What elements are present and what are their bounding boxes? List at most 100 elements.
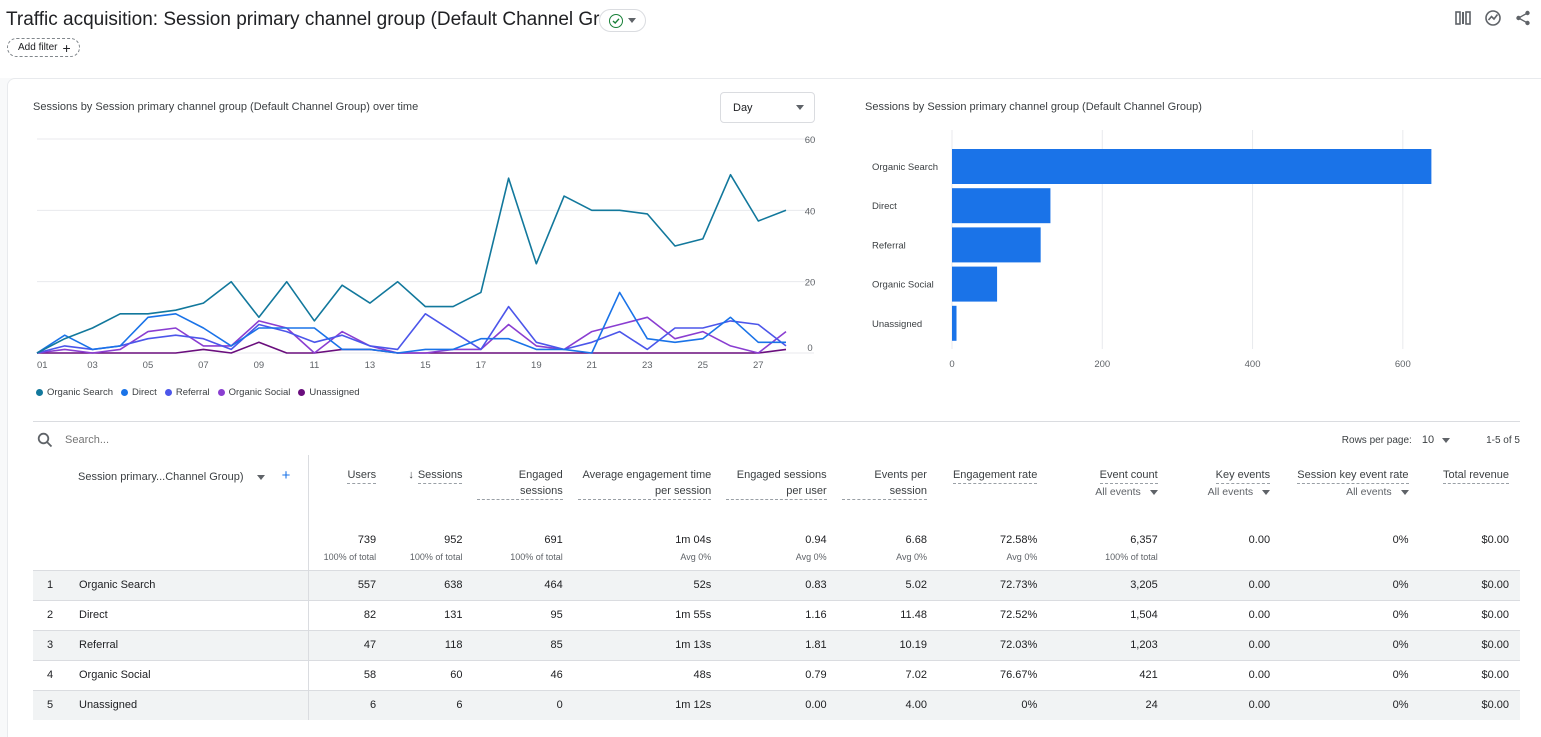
plus-icon: + bbox=[62, 39, 71, 56]
report-table: Session primary...Channel Group) + Users… bbox=[33, 455, 1520, 720]
rows-per-page-select[interactable]: 10 bbox=[1422, 434, 1451, 446]
legend-item-organic-social[interactable]: Organic Social bbox=[217, 387, 290, 398]
add-filter-button[interactable]: Add filter + bbox=[7, 38, 80, 57]
x-tick-label: 27 bbox=[753, 360, 764, 369]
column-header-sessions[interactable]: ↓ Sessions bbox=[387, 455, 473, 530]
column-label: Users bbox=[347, 467, 377, 484]
total-cell: 6,357 100% of total bbox=[1048, 530, 1168, 570]
table-cell: 1m 55s bbox=[573, 599, 723, 630]
x-tick-label: 01 bbox=[37, 360, 48, 369]
bar-category-label: Referral bbox=[872, 240, 906, 251]
add-dimension-button[interactable]: + bbox=[281, 467, 291, 484]
table-row[interactable]: 5 Unassigned 6 6 0 1m 12s 0.00 4.00 0% 24 0.00 0% $0… bbox=[33, 689, 1520, 720]
customize-report-icon[interactable] bbox=[1453, 8, 1473, 28]
legend-item-referral[interactable]: Referral bbox=[164, 387, 210, 398]
table-cell: 638 bbox=[387, 569, 474, 600]
legend-dot bbox=[298, 389, 306, 396]
column-header-key-events[interactable]: Key events All events bbox=[1169, 455, 1281, 530]
column-header-engaged-sessions-per-user[interactable]: Engaged sessions per user bbox=[722, 455, 837, 530]
event-filter-dropdown[interactable]: All events bbox=[1052, 486, 1158, 498]
granularity-select[interactable]: Day bbox=[720, 92, 815, 123]
total-cell: 739 100% of total bbox=[309, 530, 387, 570]
legend-dot bbox=[164, 389, 172, 396]
row-dimension-value[interactable]: Unassigned bbox=[79, 699, 138, 712]
row-dimension-value[interactable]: Organic Social bbox=[79, 669, 151, 681]
total-cell: 0.94 Avg 0% bbox=[722, 530, 837, 570]
table-cell: 0% bbox=[1281, 569, 1420, 600]
row-rank-number: 1 bbox=[47, 579, 54, 591]
x-tick-label: 17 bbox=[476, 360, 487, 369]
column-header-session-key-event-rate[interactable]: Session key event rate All events bbox=[1281, 455, 1419, 530]
share-icon[interactable] bbox=[1513, 8, 1533, 28]
legend-dot bbox=[36, 389, 43, 396]
total-value: 6,357 bbox=[1130, 534, 1158, 546]
table-search-input[interactable] bbox=[63, 433, 463, 447]
x-tick-label: 09 bbox=[254, 360, 265, 369]
legend-label: Unassigned bbox=[309, 387, 360, 398]
row-dimension-value[interactable]: Organic Search bbox=[79, 579, 156, 591]
table-cell: 0.00 bbox=[1168, 659, 1282, 690]
table-cell: 76.67% bbox=[937, 659, 1049, 690]
table-row[interactable]: 1 Organic Search 557 638 464 52s 0.83 5.02 72.73… bbox=[33, 569, 1520, 600]
bar-unassigned bbox=[952, 305, 957, 341]
y-tick-label: 20 bbox=[805, 278, 816, 289]
table-cell: 0% bbox=[1281, 689, 1420, 720]
chevron-down-icon bbox=[1400, 490, 1409, 495]
column-header-engaged-sessions[interactable]: Engaged sessions bbox=[473, 455, 573, 530]
arrow-down-icon: ↓ bbox=[408, 469, 414, 481]
table-row[interactable]: 3 Referral 47 118 85 1m 13s 1.81 10.19 72.03% 1,2… bbox=[33, 629, 1520, 660]
row-dimension-value[interactable]: Referral bbox=[79, 639, 119, 651]
total-cell: 1m 04s Avg 0% bbox=[574, 530, 722, 570]
column-header-avg-engagement-time[interactable]: Average engagement time per session bbox=[574, 455, 722, 530]
bar-category-label: Unassigned bbox=[872, 319, 922, 330]
insights-icon[interactable] bbox=[1483, 8, 1503, 28]
chevron-down-icon bbox=[256, 474, 265, 480]
column-label: Engaged sessions bbox=[477, 467, 563, 500]
table-cell: 3,205 bbox=[1048, 569, 1169, 600]
row-dimension-value[interactable]: Direct bbox=[79, 609, 108, 621]
x-tick-label: 23 bbox=[642, 360, 653, 369]
table-cell: 0.83 bbox=[722, 569, 838, 600]
table-cell: 118 bbox=[387, 629, 474, 660]
total-cell: $0.00 bbox=[1420, 530, 1520, 570]
total-value: 72.58% bbox=[1000, 534, 1038, 546]
x-tick-label: 19 bbox=[531, 360, 542, 369]
table-cell: 24 bbox=[1048, 689, 1169, 720]
legend-item-organic-search[interactable]: Organic Search bbox=[36, 387, 113, 398]
row-rank: 5 Unassigned bbox=[33, 689, 310, 720]
column-header-users[interactable]: Users bbox=[309, 455, 387, 530]
x-tick-label: 0 bbox=[949, 359, 954, 370]
total-value: 1m 04s bbox=[675, 534, 712, 546]
column-header-total-revenue[interactable]: Total revenue bbox=[1420, 455, 1520, 530]
data-quality-chip[interactable] bbox=[599, 9, 646, 32]
table-cell: 7.02 bbox=[837, 659, 938, 690]
column-header-events-per-session[interactable]: Events per session bbox=[838, 455, 938, 530]
dimension-header-label: Session primary...Channel Group) bbox=[78, 471, 244, 483]
event-filter-dropdown[interactable]: All events bbox=[1173, 486, 1271, 498]
table-row[interactable]: 2 Direct 82 131 95 1m 55s 1.16 11.48 72.52% 1,504… bbox=[33, 599, 1520, 630]
table-row[interactable]: 4 Organic Social 58 60 46 48s 0.79 7.02 76.67% 42… bbox=[33, 659, 1520, 690]
chevron-down-icon bbox=[1262, 490, 1271, 495]
total-cell: 0.00 bbox=[1169, 530, 1281, 570]
column-label: Sessions bbox=[417, 467, 463, 484]
legend-item-unassigned[interactable]: Unassigned bbox=[298, 387, 360, 398]
report-actions bbox=[1453, 8, 1533, 28]
legend-item-direct[interactable]: Direct bbox=[121, 387, 157, 398]
bar-referral bbox=[952, 227, 1041, 263]
total-value: 0.94 bbox=[805, 534, 827, 546]
column-header-engagement-rate[interactable]: Engagement rate bbox=[938, 455, 1048, 530]
dimension-header[interactable]: Session primary...Channel Group) + bbox=[33, 455, 310, 530]
legend-dot bbox=[217, 389, 225, 396]
row-rank-number: 3 bbox=[47, 639, 54, 651]
event-filter-dropdown[interactable]: All events bbox=[1285, 486, 1409, 498]
report-card: Sessions by Session primary channel grou… bbox=[7, 78, 1541, 737]
total-value: 691 bbox=[544, 534, 563, 546]
total-sub: 100% of total bbox=[510, 552, 563, 562]
total-value: 952 bbox=[444, 534, 463, 546]
table-cell: 46 bbox=[473, 659, 574, 690]
legend-label: Referral bbox=[175, 387, 210, 398]
table-cell: 72.73% bbox=[937, 569, 1049, 600]
table-cell: $0.00 bbox=[1419, 599, 1520, 630]
table-cell: 52s bbox=[573, 569, 723, 600]
column-header-event-count[interactable]: Event count All events bbox=[1048, 455, 1168, 530]
